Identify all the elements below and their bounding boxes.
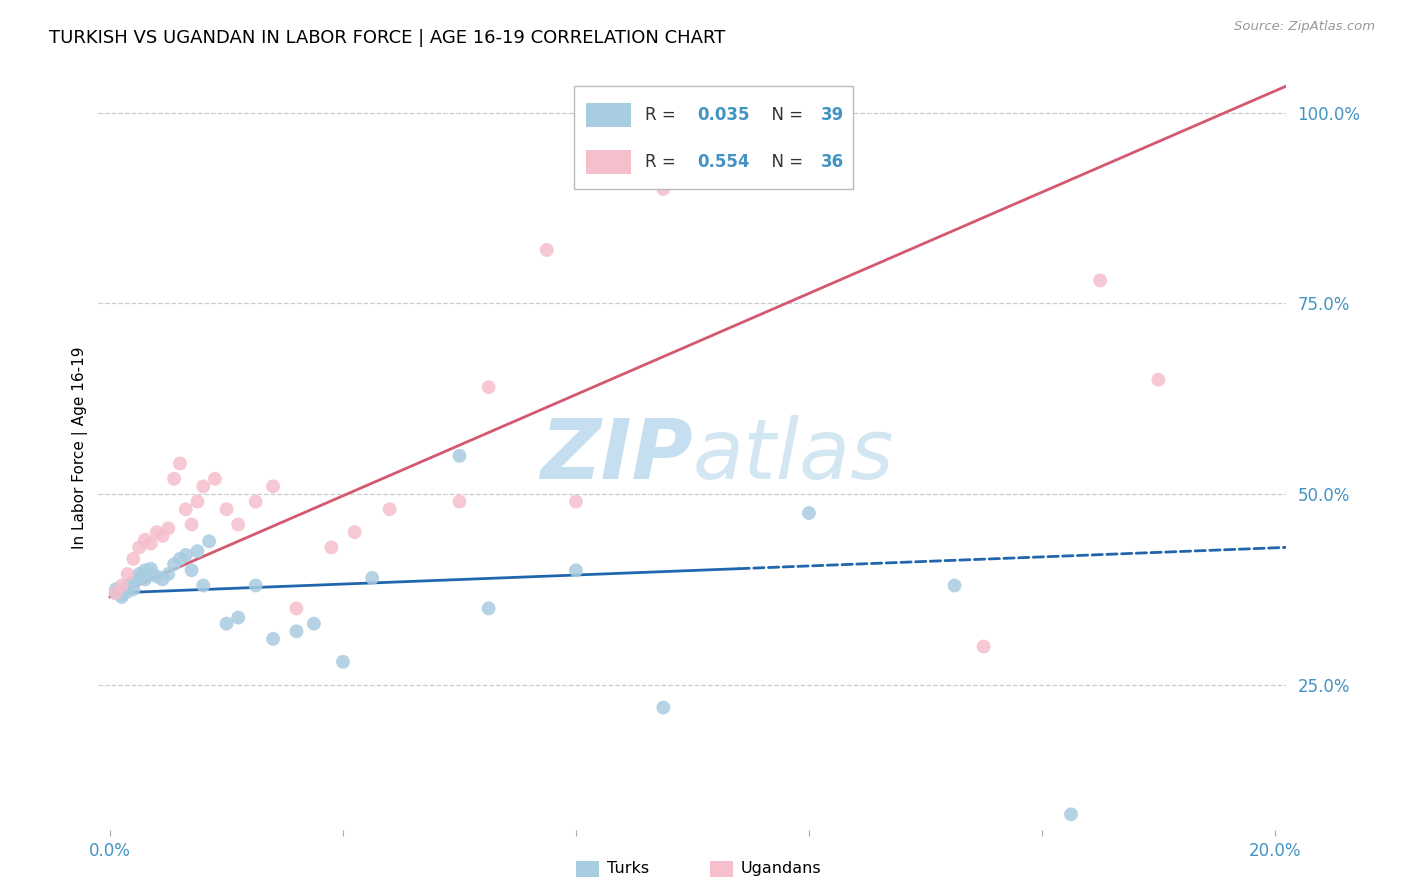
Point xyxy=(1088,273,1111,287)
Text: R =: R = xyxy=(645,153,681,171)
Point xyxy=(193,479,215,493)
Bar xyxy=(576,861,599,877)
FancyBboxPatch shape xyxy=(574,86,853,189)
Point xyxy=(565,494,588,508)
Point xyxy=(104,586,127,600)
Point xyxy=(122,582,145,597)
Text: atlas: atlas xyxy=(692,416,894,496)
Point xyxy=(285,601,308,615)
Point xyxy=(262,479,284,493)
Point xyxy=(117,584,139,599)
Point xyxy=(302,616,325,631)
Point xyxy=(478,601,501,615)
Point xyxy=(122,551,145,566)
Point xyxy=(117,578,139,592)
Point xyxy=(262,632,284,646)
Point xyxy=(134,573,156,587)
Point xyxy=(163,472,186,486)
Text: Turks: Turks xyxy=(607,862,650,876)
Point xyxy=(797,506,820,520)
Point xyxy=(332,655,354,669)
Bar xyxy=(710,861,733,877)
Point xyxy=(1147,373,1170,387)
Point xyxy=(152,529,174,543)
Point xyxy=(128,567,150,582)
Point xyxy=(152,573,174,587)
Point xyxy=(180,517,202,532)
Point xyxy=(134,533,156,547)
Point xyxy=(122,574,145,589)
Point xyxy=(378,502,401,516)
Text: 0.035: 0.035 xyxy=(697,106,749,124)
Text: N =: N = xyxy=(762,153,808,171)
Point xyxy=(797,147,820,161)
Point xyxy=(198,534,221,549)
Point xyxy=(449,449,471,463)
Point xyxy=(215,616,238,631)
Point xyxy=(128,541,150,555)
Point xyxy=(157,521,180,535)
Text: 36: 36 xyxy=(821,153,844,171)
Point xyxy=(174,502,197,516)
Point xyxy=(285,624,308,639)
Point xyxy=(157,567,180,582)
Point xyxy=(478,380,501,394)
Bar xyxy=(585,150,631,175)
Text: Source: ZipAtlas.com: Source: ZipAtlas.com xyxy=(1234,20,1375,33)
Point xyxy=(973,640,995,654)
Point xyxy=(186,494,208,508)
Point xyxy=(204,472,226,486)
Point xyxy=(681,136,703,150)
Point xyxy=(226,517,249,532)
Point xyxy=(145,525,167,540)
Point xyxy=(652,182,675,196)
Text: Ugandans: Ugandans xyxy=(741,862,821,876)
Point xyxy=(139,562,162,576)
Point xyxy=(128,571,150,585)
Point xyxy=(104,582,127,597)
Point xyxy=(163,557,186,571)
Text: N =: N = xyxy=(762,106,808,124)
Point xyxy=(215,502,238,516)
Point xyxy=(111,578,134,592)
Point xyxy=(1060,807,1083,822)
Point xyxy=(186,544,208,558)
Point xyxy=(343,525,366,540)
Point xyxy=(943,578,966,592)
Text: 39: 39 xyxy=(821,106,844,124)
Point xyxy=(245,494,267,508)
Point xyxy=(169,551,191,566)
Point xyxy=(226,610,249,624)
Text: ZIP: ZIP xyxy=(540,416,692,496)
Point xyxy=(134,563,156,577)
Point xyxy=(321,541,343,555)
Text: R =: R = xyxy=(645,106,681,124)
Point xyxy=(145,569,167,583)
Point xyxy=(536,243,558,257)
Point xyxy=(361,571,384,585)
Point xyxy=(117,567,139,582)
Point xyxy=(652,700,675,714)
Text: TURKISH VS UGANDAN IN LABOR FORCE | AGE 16-19 CORRELATION CHART: TURKISH VS UGANDAN IN LABOR FORCE | AGE … xyxy=(49,29,725,46)
Point xyxy=(139,536,162,550)
Point xyxy=(193,578,215,592)
Point xyxy=(174,548,197,562)
Point xyxy=(104,586,127,600)
Y-axis label: In Labor Force | Age 16-19: In Labor Force | Age 16-19 xyxy=(72,347,87,549)
Point xyxy=(169,457,191,471)
Bar xyxy=(585,103,631,128)
Text: 0.554: 0.554 xyxy=(697,153,749,171)
Point xyxy=(111,590,134,604)
Point xyxy=(139,567,162,582)
Point xyxy=(111,588,134,602)
Point xyxy=(180,563,202,577)
Point xyxy=(740,128,762,143)
Point xyxy=(245,578,267,592)
Point xyxy=(449,494,471,508)
Point xyxy=(565,563,588,577)
